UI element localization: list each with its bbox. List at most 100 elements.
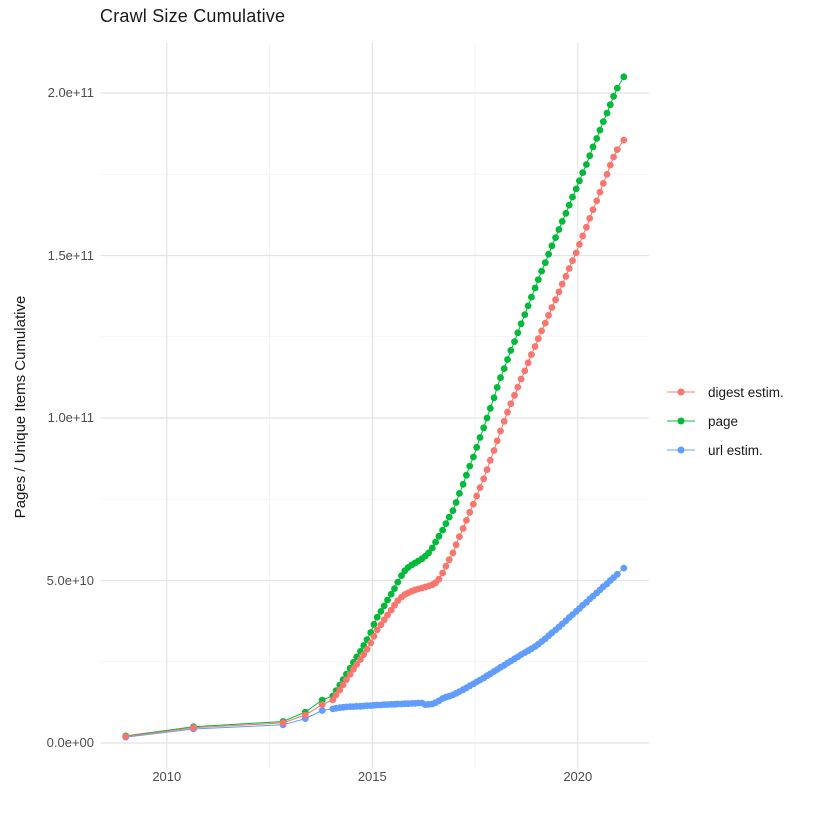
data-point [480, 424, 488, 432]
data-point [500, 417, 508, 425]
data-point [384, 596, 391, 604]
data-point [336, 686, 344, 694]
y-tick-label: 5.0e+10 [46, 572, 94, 588]
data-point [497, 374, 504, 382]
data-point [610, 92, 617, 100]
data-point [548, 304, 556, 311]
data-point [583, 161, 590, 168]
data-point [318, 701, 326, 708]
data-point [428, 544, 436, 552]
data-point [473, 492, 481, 500]
data-point [613, 84, 621, 92]
data-point [531, 284, 539, 292]
data-point [606, 161, 614, 169]
data-point [603, 109, 611, 117]
data-point [620, 564, 628, 572]
legend-key-line-dot-icon [667, 417, 695, 425]
data-point [507, 347, 515, 354]
data-point [517, 375, 525, 383]
data-point [579, 169, 587, 177]
data-point [517, 320, 525, 328]
data-point [377, 621, 385, 629]
data-point [452, 499, 460, 506]
data-point [346, 671, 354, 678]
data-point [593, 135, 601, 142]
data-point [470, 500, 477, 508]
data-point [456, 490, 463, 497]
data-point [459, 480, 467, 488]
y-tick-label: 0.0e+00 [46, 735, 94, 750]
data-point [391, 585, 398, 592]
data-point [620, 73, 628, 81]
data-point [380, 616, 388, 624]
data-point [593, 197, 601, 205]
data-point [449, 549, 457, 557]
legend-key-line-dot-icon [667, 446, 695, 454]
data-point [500, 365, 508, 372]
data-point [572, 249, 580, 257]
data-point [452, 541, 460, 549]
data-point [370, 621, 378, 628]
data-point [463, 471, 470, 479]
data-point [497, 427, 504, 435]
data-point [586, 215, 594, 222]
data-point [558, 280, 566, 288]
data-point [545, 250, 552, 258]
data-point [552, 296, 559, 304]
data-point [538, 327, 545, 335]
data-point [528, 351, 535, 358]
data-point [318, 707, 326, 714]
data-point [353, 661, 361, 668]
data-point [552, 234, 559, 242]
legend-item-page: page [666, 411, 784, 431]
data-point [398, 572, 405, 579]
data-point [483, 414, 491, 422]
data-point [480, 475, 488, 483]
data-point [493, 437, 501, 445]
legend: digest estim. page url estim. [666, 382, 784, 460]
data-point [555, 226, 563, 233]
data-point [442, 562, 450, 570]
data-point [329, 696, 337, 704]
series-line-digest-estim- [125, 139, 625, 737]
data-point [589, 143, 597, 151]
data-point [387, 606, 395, 614]
data-point [511, 338, 518, 345]
data-point [565, 265, 573, 272]
data-point [541, 259, 549, 266]
data-point [531, 343, 539, 350]
data-point [538, 267, 545, 275]
data-point [476, 434, 484, 441]
data-point [357, 656, 364, 663]
data-point [589, 206, 597, 214]
data-point [576, 241, 583, 248]
data-point [456, 533, 463, 540]
data-point [562, 272, 570, 280]
data-point [367, 639, 375, 647]
y-tick-label: 2.0e+11 [47, 85, 94, 100]
data-point [534, 276, 542, 283]
data-point [610, 153, 617, 161]
x-tick-label: 2015 [357, 769, 387, 784]
data-point [579, 232, 587, 240]
data-point [394, 578, 402, 586]
data-point [514, 329, 522, 337]
data-point [122, 733, 130, 740]
data-point [343, 676, 350, 683]
data-point [466, 462, 474, 470]
data-point [528, 293, 535, 301]
data-point [620, 136, 628, 144]
data-point [435, 575, 443, 583]
data-point [380, 602, 388, 610]
data-point [576, 177, 583, 185]
legend-key-line-dot-icon [667, 388, 695, 396]
data-point [486, 456, 494, 464]
data-point [572, 185, 580, 193]
data-point [606, 101, 614, 109]
legend-label: url estim. [708, 442, 763, 458]
data-point [439, 526, 446, 534]
y-axis-title: Pages / Unique Items Cumulative [12, 295, 29, 519]
data-point [490, 447, 498, 454]
data-point [603, 170, 611, 178]
x-tick-label: 2020 [563, 769, 593, 784]
